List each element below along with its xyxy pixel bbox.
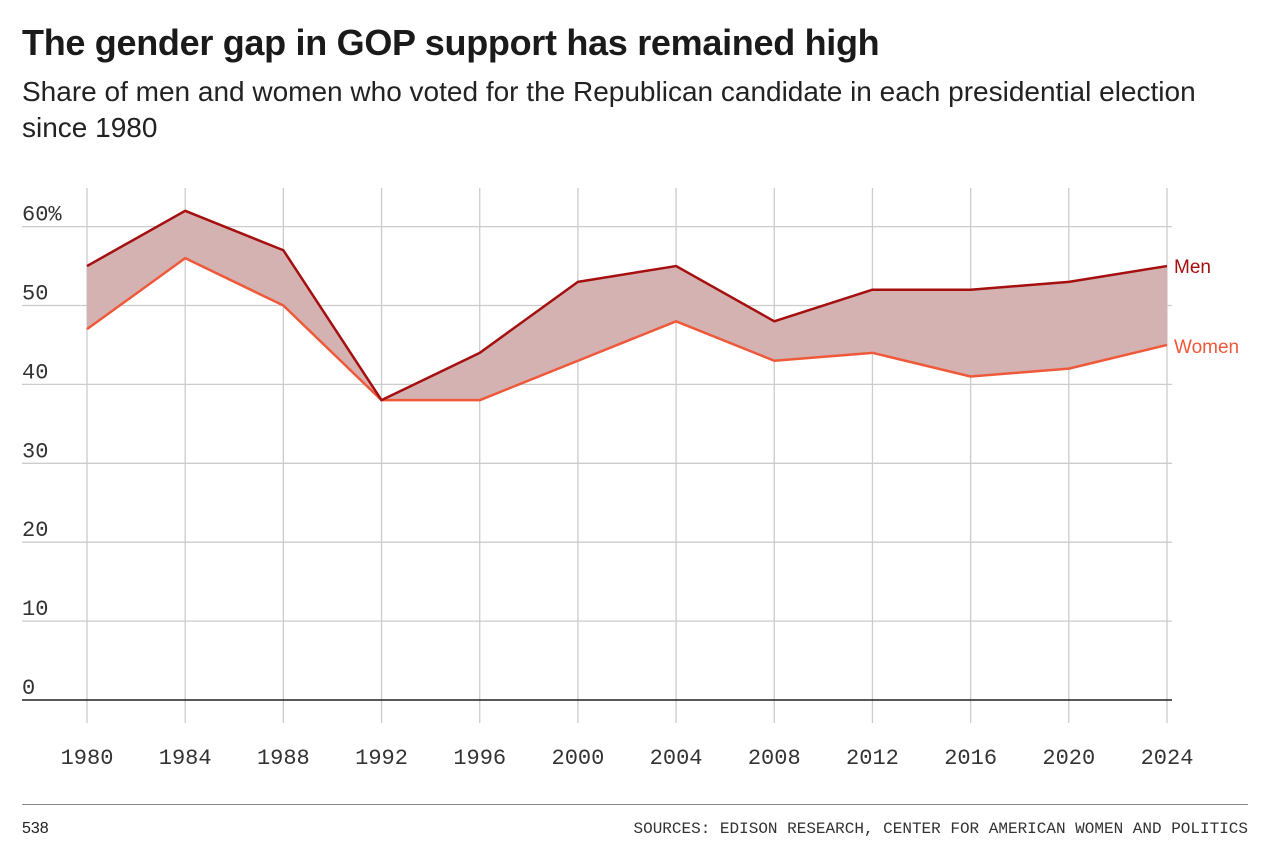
men-series-label: Men — [1174, 257, 1211, 278]
x-tick-label: 1996 — [453, 746, 506, 771]
men-series-line — [86, 209, 1168, 402]
x-tick-label: 1992 — [355, 746, 408, 771]
chart-title: The gender gap in GOP support has remain… — [22, 22, 880, 63]
x-tick-label: 1988 — [257, 746, 310, 771]
source-note: SOURCES: EDISON RESEARCH, CENTER FOR AME… — [633, 820, 1249, 838]
x-tick-label: 2024 — [1141, 746, 1194, 771]
y-tick-label: 50 — [22, 282, 48, 307]
brand-label: 538 — [22, 820, 49, 837]
gender-gap-area — [87, 210, 1167, 401]
x-tick-label: 2012 — [846, 746, 899, 771]
x-tick-label: 2020 — [1042, 746, 1095, 771]
x-tick-label: 2004 — [650, 746, 703, 771]
y-tick-label: 40 — [22, 360, 48, 385]
y-tick-label: 0 — [22, 676, 35, 701]
chart-subtitle: Share of men and women who voted for the… — [22, 76, 1196, 143]
y-tick-label: 10 — [22, 597, 48, 622]
women-series-label: Women — [1174, 337, 1239, 358]
x-tick-label: 2000 — [552, 746, 605, 771]
x-tick-label: 2016 — [944, 746, 997, 771]
y-tick-label: 30 — [22, 439, 48, 464]
footer-divider — [22, 804, 1248, 805]
x-tick-label: 1984 — [159, 746, 212, 771]
x-tick-label: 2008 — [748, 746, 801, 771]
y-tick-label: 60% — [22, 203, 62, 228]
x-tick-label: 1980 — [61, 746, 114, 771]
y-tick-label: 20 — [22, 518, 48, 543]
women-series-line — [86, 256, 1168, 402]
